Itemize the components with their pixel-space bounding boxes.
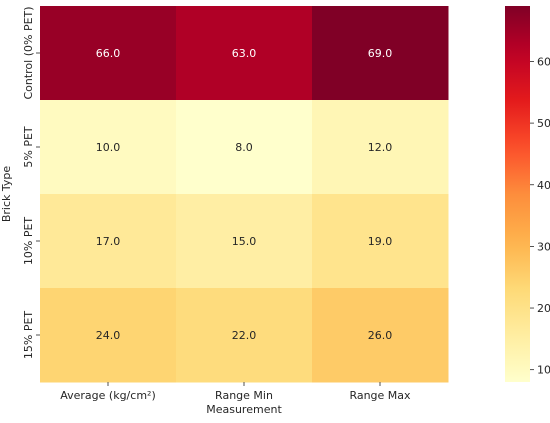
cell-value-label: 26.0: [368, 329, 393, 342]
x-tick-label: Average (kg/cm²): [60, 389, 155, 402]
heatmap-cell: [40, 288, 177, 383]
heatmap-cell: [312, 194, 449, 289]
colorbar-tick-label: 40: [537, 179, 550, 192]
heatmap-cell: [40, 100, 177, 195]
colorbar-tick-label: 60: [537, 55, 550, 68]
cell-value-label: 19.0: [368, 235, 393, 248]
cell-value-label: 22.0: [232, 329, 257, 342]
y-tick-label: 5% PET: [22, 126, 35, 168]
cell-value-label: 10.0: [96, 141, 121, 154]
colorbar-tick-label: 30: [537, 240, 550, 253]
y-tick-label: 10% PET: [22, 217, 35, 266]
cell-value-label: 17.0: [96, 235, 121, 248]
heatmap-cell: [312, 100, 449, 195]
heatmap-cell: [176, 100, 313, 195]
y-tick-label: Control (0% PET): [22, 6, 35, 99]
x-tick-label: Range Max: [349, 389, 411, 402]
cell-value-label: 66.0: [96, 47, 121, 60]
heatmap-cell: [176, 288, 313, 383]
y-axis-label: Brick Type: [0, 166, 13, 223]
cell-value-label: 69.0: [368, 47, 393, 60]
heatmap-cell-labels: 66.0 63.0 69.0 10.0 8.0 12.0 17.0 15.0 19.0 24.0 2…: [96, 47, 393, 342]
heatmap-cell: [40, 194, 177, 289]
y-axis-ticks: Control (0% PET) 5% PET 10% PET 15% PET: [22, 6, 40, 359]
cell-value-label: 12.0: [368, 141, 393, 154]
x-axis-label: Measurement: [206, 403, 282, 416]
x-tick-label: Range Min: [215, 389, 273, 402]
colorbar-tick-label: 10: [537, 364, 550, 377]
y-tick-label: 15% PET: [22, 311, 35, 360]
cell-value-label: 8.0: [235, 141, 253, 154]
cell-value-label: 24.0: [96, 329, 121, 342]
heatmap-cell: [312, 288, 449, 383]
cell-value-label: 63.0: [232, 47, 257, 60]
heatmap-cell: [176, 6, 313, 101]
colorbar-gradient: [505, 6, 530, 382]
cell-value-label: 15.0: [232, 235, 257, 248]
colorbar-tick-label: 20: [537, 302, 550, 315]
x-axis-ticks: Average (kg/cm²) Range Min Range Max: [60, 382, 411, 402]
heatmap-cell: [40, 6, 177, 101]
colorbar: 10 20 30 40 50 60: [505, 6, 550, 382]
heatmap-cell: [176, 194, 313, 289]
heatmap-cell: [312, 6, 449, 101]
heatmap-cells: [40, 6, 449, 383]
colorbar-ticks: 10 20 30 40 50 60: [530, 55, 550, 377]
colorbar-tick-label: 50: [537, 117, 550, 130]
